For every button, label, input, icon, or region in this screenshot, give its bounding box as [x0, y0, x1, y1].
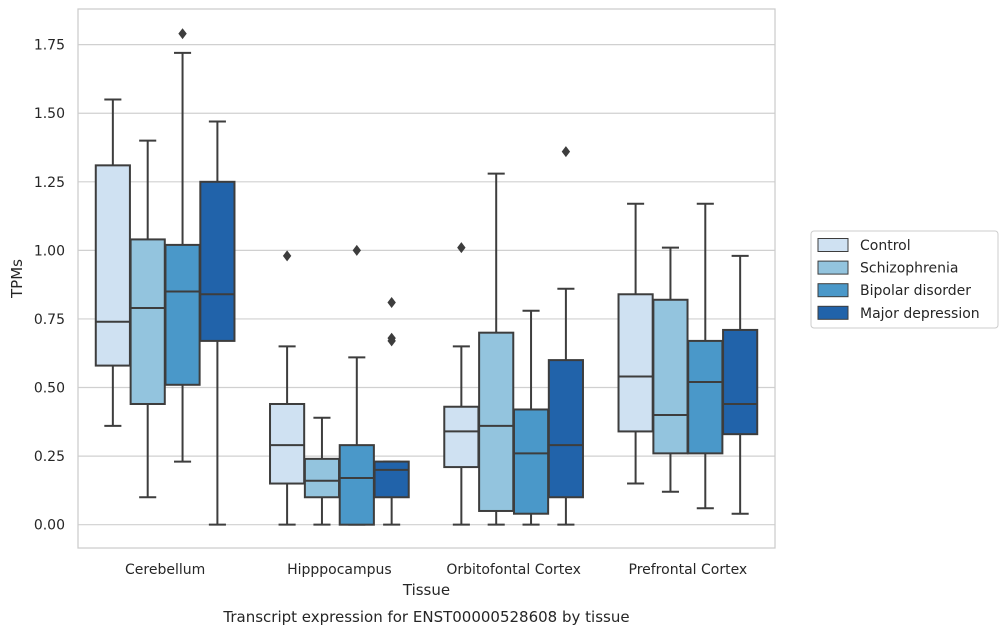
box-group — [338, 244, 375, 526]
box-iqr — [443, 405, 480, 469]
y-tick-label: 0.00 — [34, 518, 65, 534]
legend-swatch — [817, 283, 849, 298]
legend-frame — [810, 230, 999, 329]
plot-frame — [77, 8, 776, 549]
box-group — [512, 309, 550, 526]
x-tick-label: Prefrontal Cortex — [629, 562, 748, 578]
box-iqr — [512, 408, 550, 515]
outlier-point — [178, 28, 187, 40]
box-group — [722, 254, 759, 515]
legend-swatch — [817, 238, 849, 252]
box-group — [652, 246, 689, 493]
outlier-point — [387, 335, 396, 347]
x-axis-ticks: Cerebellum Hipppocampus Orbitofontal Corte… — [125, 562, 747, 578]
legend-label: Control — [860, 238, 911, 254]
outlier-point — [457, 242, 466, 254]
box-iqr — [547, 359, 584, 499]
legend-label: Major depression — [860, 306, 980, 322]
x-tick-label: Orbitofontal Cortex — [446, 562, 581, 578]
outlier-point — [282, 250, 292, 262]
y-tick-label: 0.75 — [34, 312, 65, 328]
box-iqr — [199, 180, 236, 342]
y-tick-label: 1.50 — [34, 106, 65, 122]
y-axis-ticks: 0.00 0.25 0.50 0.75 1.00 1.25 1.50 1.75 — [34, 38, 65, 534]
box-group — [269, 250, 306, 526]
box-iqr — [652, 298, 689, 455]
box-iqr — [722, 328, 759, 436]
box-iqr — [338, 444, 375, 526]
y-axis-label: TPMs — [8, 259, 26, 299]
box-iqr — [373, 460, 410, 499]
box-group — [129, 139, 166, 499]
box-group — [687, 202, 724, 510]
legend-label: Bipolar disorder — [860, 283, 971, 299]
box-iqr — [269, 402, 306, 485]
box-group — [94, 98, 131, 427]
box-group — [199, 120, 236, 526]
box-iqr — [478, 331, 515, 512]
box-group — [478, 172, 515, 526]
legend-swatch — [817, 305, 849, 320]
outlier-point — [352, 244, 361, 256]
box-iqr — [303, 457, 341, 499]
y-tick-label: 0.25 — [34, 449, 65, 465]
y-tick-label: 1.75 — [34, 38, 65, 54]
x-tick-label: Hipppocampus — [287, 562, 392, 578]
box-iqr — [94, 164, 131, 367]
y-tick-label: 1.25 — [34, 175, 65, 191]
box-iqr — [617, 293, 654, 433]
outlier-point — [387, 297, 396, 308]
x-axis-label: Tissue — [402, 581, 450, 599]
x-tick-label: Cerebellum — [125, 562, 205, 578]
box-group — [547, 146, 584, 526]
box-series — [94, 28, 759, 526]
box-iqr — [129, 238, 166, 405]
y-tick-label: 0.50 — [34, 381, 65, 397]
outlier-point — [561, 146, 571, 158]
y-tick-label: 1.00 — [34, 243, 65, 259]
legend: Control Schizophrenia Bipolar disorder Majo… — [810, 230, 999, 329]
chart-title: Transcript expression for ENST0000052860… — [222, 608, 629, 626]
box-group — [373, 297, 410, 526]
legend-label: Schizophrenia — [860, 261, 958, 277]
legend-swatch — [817, 260, 849, 275]
box-iqr — [164, 243, 201, 386]
box-iqr — [687, 339, 724, 455]
